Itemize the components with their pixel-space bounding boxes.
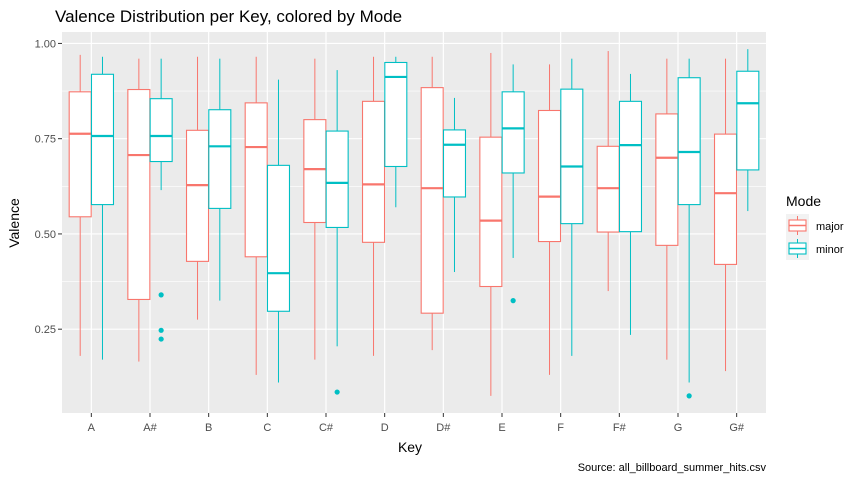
box-minor-E [501,64,525,304]
box-major-F# [596,51,620,292]
chart-caption: Source: all_billboard_summer_hits.csv [578,462,767,474]
y-tick-label: 0.75 [35,134,56,146]
box-iqr [185,129,210,262]
legend-label: major [816,221,844,233]
box-major-C# [303,58,327,360]
box-iqr [208,109,232,209]
x-tick-label: A# [143,422,157,434]
box-major-A# [127,58,151,362]
box-iqr [713,133,738,265]
legend-label: minor [816,244,844,256]
x-tick-label: B [205,422,212,434]
y-tick-label: 0.50 [35,229,56,241]
legend-key-major: major [786,214,844,237]
x-axis-title: Key [398,439,422,455]
x-tick-label: D [381,422,389,434]
x-axis-ticks: A A# B C C# D D# E F F# G G# [88,413,745,434]
box-minor-G# [736,49,760,212]
outlier-point [334,389,340,395]
box-minor-C# [325,70,349,395]
box-iqr [479,136,503,288]
box-iqr [501,91,525,174]
box-iqr [655,113,679,246]
x-tick-label: C# [319,422,334,434]
boxplot-marks [68,49,760,399]
box-major-D# [420,56,444,351]
box-minor-F# [618,73,643,335]
box-iqr [149,98,173,163]
legend-title: Mode [786,193,821,209]
x-tick-label: G [674,422,683,434]
box-iqr [442,129,467,198]
plot-panel [62,32,766,413]
box-iqr [736,70,760,171]
legend: Mode major minor [786,193,844,260]
box-iqr [677,77,701,206]
box-minor-D# [442,97,467,273]
box-iqr [90,73,115,206]
outlier-point [510,298,516,304]
box-minor-A [90,56,115,360]
box-major-D [361,56,386,356]
legend-keys: major minor [786,214,844,260]
box-iqr [361,100,386,243]
gridlines-minor [62,90,766,282]
box-major-F [537,64,562,375]
x-tick-label: F [557,422,564,434]
box-iqr [537,109,562,243]
box-minor-C [266,79,291,383]
box-iqr [384,61,408,168]
box-iqr [68,91,92,218]
x-tick-label: F# [613,422,627,434]
box-iqr [560,88,584,225]
box-minor-G [677,58,701,399]
box-major-G# [713,58,738,372]
box-iqr [266,164,291,312]
box-minor-D [384,56,408,208]
box-minor-A# [149,58,173,342]
outlier-point [158,292,164,298]
box-iqr [127,88,151,301]
y-tick-label: 1.00 [35,38,56,50]
y-axis-ticks: 1.00 0.75 0.50 0.25 [35,38,62,336]
box-iqr [420,87,444,314]
box-iqr [618,100,643,233]
box-major-C [244,56,268,375]
outlier-point [686,393,692,399]
box-iqr [303,119,327,224]
outlier-point [158,327,164,333]
x-tick-label: D# [436,422,451,434]
y-axis-title: Valence [6,198,22,248]
box-major-G [655,58,679,360]
x-tick-label: A [88,422,96,434]
x-tick-label: G# [729,422,745,434]
x-tick-label: E [498,422,505,434]
box-minor-B [208,58,232,301]
box-iqr [244,102,268,258]
y-tick-label: 0.25 [35,324,56,336]
legend-key-minor: minor [786,237,844,260]
box-minor-F [560,58,584,356]
box-iqr [325,130,349,229]
chart-title: Valence Distribution per Key, colored by… [55,7,402,26]
outlier-point [158,336,164,342]
x-tick-label: C [263,422,271,434]
box-major-E [479,52,503,396]
